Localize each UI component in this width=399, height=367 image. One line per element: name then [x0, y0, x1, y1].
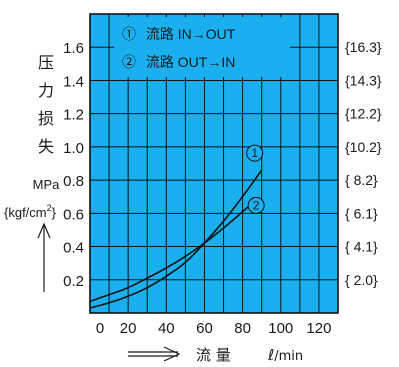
legend-label-1: 流路 IN→OUT	[146, 26, 236, 42]
y-tick-label: 1.2	[63, 107, 84, 124]
ylabel-char-3: 损	[38, 109, 54, 128]
right-arrow-icon	[128, 346, 181, 362]
series-line-1	[89, 169, 263, 309]
legend-item-1: ① 流路 IN→OUT	[122, 26, 236, 42]
xlabel-unit-l: ℓ	[267, 346, 274, 364]
ylabel-unit-mpa: MPa	[33, 177, 61, 192]
ylabel-unit-kgf-text: {kgf/cm	[4, 205, 47, 220]
ylabel-unit-kgf: {kgf/cm2}	[4, 203, 57, 220]
series-line-2	[89, 202, 253, 303]
x-tick-label: 120	[306, 320, 331, 337]
legend-label-2: 流路 OUT→IN	[146, 54, 235, 70]
series-marker-circle-1	[246, 144, 264, 162]
series-marker-circle-2	[247, 196, 265, 214]
series-marker-2: 2	[253, 198, 260, 212]
legend-box	[114, 17, 290, 77]
x-axis-ticks: 0 20 40 60 80 100 120	[96, 320, 332, 337]
ylabel-unit-kgf-sup: 2	[47, 203, 52, 213]
ylabel-char-2: 力	[38, 81, 54, 100]
legend-marker-1: ①	[122, 26, 136, 42]
y-tick-label: 1.6	[63, 40, 84, 57]
x-tick-label: 100	[268, 320, 293, 337]
xlabel-unit-rest: /min	[274, 349, 303, 364]
y2-tick-label: {12.2}	[345, 106, 382, 122]
y2-tick-label: {14.3}	[345, 72, 382, 88]
y2-tick-label: {16.3}	[345, 39, 382, 55]
plot-border	[89, 13, 339, 314]
x-tick-label: 60	[196, 320, 213, 337]
xlabel-word: 流 量	[196, 346, 231, 364]
ylabel-char-4: 失	[38, 137, 54, 156]
y-tick-label: 0.6	[63, 206, 84, 223]
legend-item-2: ② 流路 OUT→IN	[122, 54, 235, 70]
y2-tick-label: { 4.1}	[345, 239, 378, 255]
y-tick-label: 0.2	[63, 273, 84, 290]
series-lines: 12	[89, 144, 265, 309]
y-tick-label: 0.8	[63, 173, 84, 190]
series-marker-1: 1	[251, 146, 258, 160]
y2-tick-label: { 8.2}	[345, 172, 378, 188]
y2-axis-ticks: { 2.0} { 4.1} { 6.1} { 8.2} {10.2} {12.2} {14.…	[345, 39, 382, 288]
x-tick-label: 20	[120, 320, 137, 337]
up-arrow-icon	[37, 222, 51, 292]
y2-tick-label: { 6.1}	[345, 205, 378, 221]
y-tick-label: 1.4	[63, 73, 84, 90]
y-tick-label: 0.4	[63, 240, 84, 257]
x-tick-label: 0	[96, 320, 104, 337]
ylabel-char-1: 压	[38, 53, 54, 72]
ylabel-unit-kgf-close: }	[52, 205, 57, 220]
y2-tick-label: {10.2}	[345, 139, 382, 155]
x-tick-label: 80	[234, 320, 251, 337]
y-axis-ticks: 0.2 0.4 0.6 0.8 1.0 1.2 1.4 1.6	[63, 40, 84, 290]
legend-marker-2: ②	[122, 54, 136, 70]
y2-tick-label: { 2.0}	[345, 272, 378, 288]
xlabel-unit: ℓ/min	[267, 346, 303, 364]
y-tick-label: 1.0	[63, 140, 84, 157]
x-tick-label: 40	[158, 320, 175, 337]
